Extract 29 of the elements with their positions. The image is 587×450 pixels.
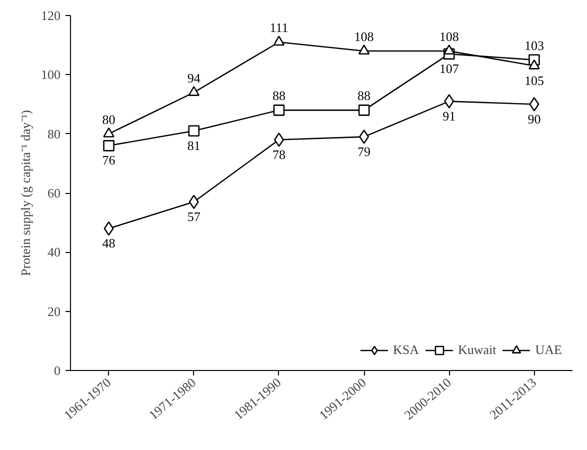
data-label: 88 (358, 88, 371, 104)
data-label: 108 (439, 29, 459, 44)
y-tick-label: 120 (41, 8, 60, 23)
data-label: 81 (187, 138, 200, 153)
data-label: 105 (524, 72, 544, 88)
data-label: 94 (187, 70, 201, 86)
data-label: 80 (102, 112, 116, 127)
data-label: 108 (354, 29, 374, 44)
legend-label: KSA (392, 342, 419, 358)
data-label: 48 (102, 236, 116, 250)
y-tick-label: 60 (48, 186, 60, 200)
y-tick-label: 0 (54, 363, 60, 378)
data-label: 78 (272, 146, 286, 162)
data-label: 111 (270, 20, 288, 36)
y-tick-label: 80 (48, 126, 60, 142)
y-tick-label: 40 (48, 244, 60, 260)
data-label: 57 (187, 208, 201, 224)
data-label: 107 (439, 60, 460, 76)
data-label: 90 (528, 111, 541, 126)
y-axis-title: Protein supply (g capita⁻¹ day⁻¹) (18, 110, 33, 276)
data-label: 91 (442, 108, 456, 124)
data-label: 103 (524, 38, 544, 53)
legend-label: Kuwait (458, 342, 496, 358)
data-label: 79 (358, 144, 371, 159)
y-tick-label: 20 (48, 304, 60, 319)
y-tick-label: 100 (41, 67, 60, 82)
legend-label: UAE (535, 342, 562, 358)
data-label: 88 (272, 88, 286, 104)
data-label: 76 (102, 152, 116, 168)
